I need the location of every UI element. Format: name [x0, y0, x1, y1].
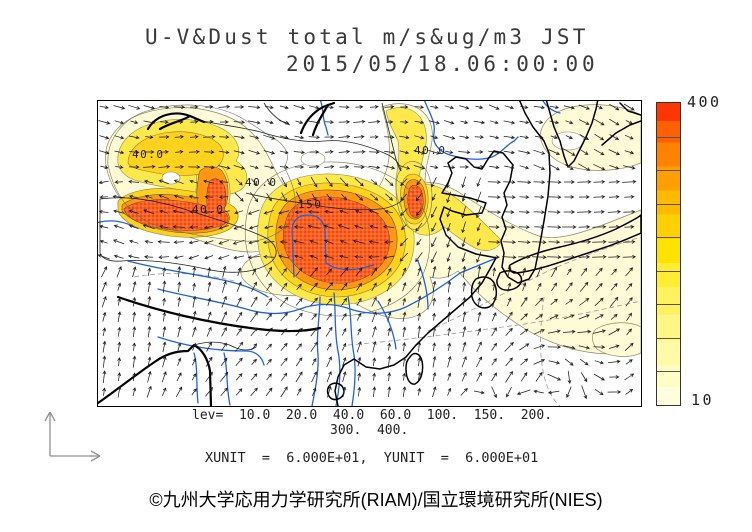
contour-rings — [107, 104, 585, 317]
contour-label: 40.0 — [192, 203, 225, 216]
wind-vector-field — [98, 103, 637, 400]
inner-borders — [99, 102, 405, 351]
colorbar-max-label: 400 — [687, 93, 722, 111]
colorbar-min-label: 10 — [691, 391, 715, 409]
chart-title: U-V&Dust total m/s&ug/m3 JST — [145, 25, 589, 49]
dashed-lines — [133, 236, 641, 406]
map-canvas: 40.0 40.0 150 40.0 40.0 — [97, 100, 642, 407]
map-graphic — [98, 101, 641, 406]
chart-timestamp: 2015/05/18.06:00:00 — [286, 52, 599, 76]
copyright-credit: ©九州大学応用力学研究所(RIAM)/国立環境研究所(NIES) — [149, 490, 603, 510]
contour-levels-line1: lev= 10.0 20.0 40.0 60.0 100. 150. 200. — [192, 408, 553, 423]
colorbar — [656, 102, 681, 406]
contour-levels-line2: 300. 400. — [330, 423, 409, 438]
contour-label: 40.0 — [414, 144, 447, 157]
contour-label: 40.0 — [245, 176, 278, 189]
contour-label: 40.0 — [132, 148, 165, 161]
coastlines — [98, 101, 641, 406]
contour-label: 150 — [298, 198, 323, 211]
vector-units: XUNIT = 6.000E+01, YUNIT = 6.000E+01 — [205, 450, 539, 466]
axes-indicator-icon — [44, 411, 101, 462]
